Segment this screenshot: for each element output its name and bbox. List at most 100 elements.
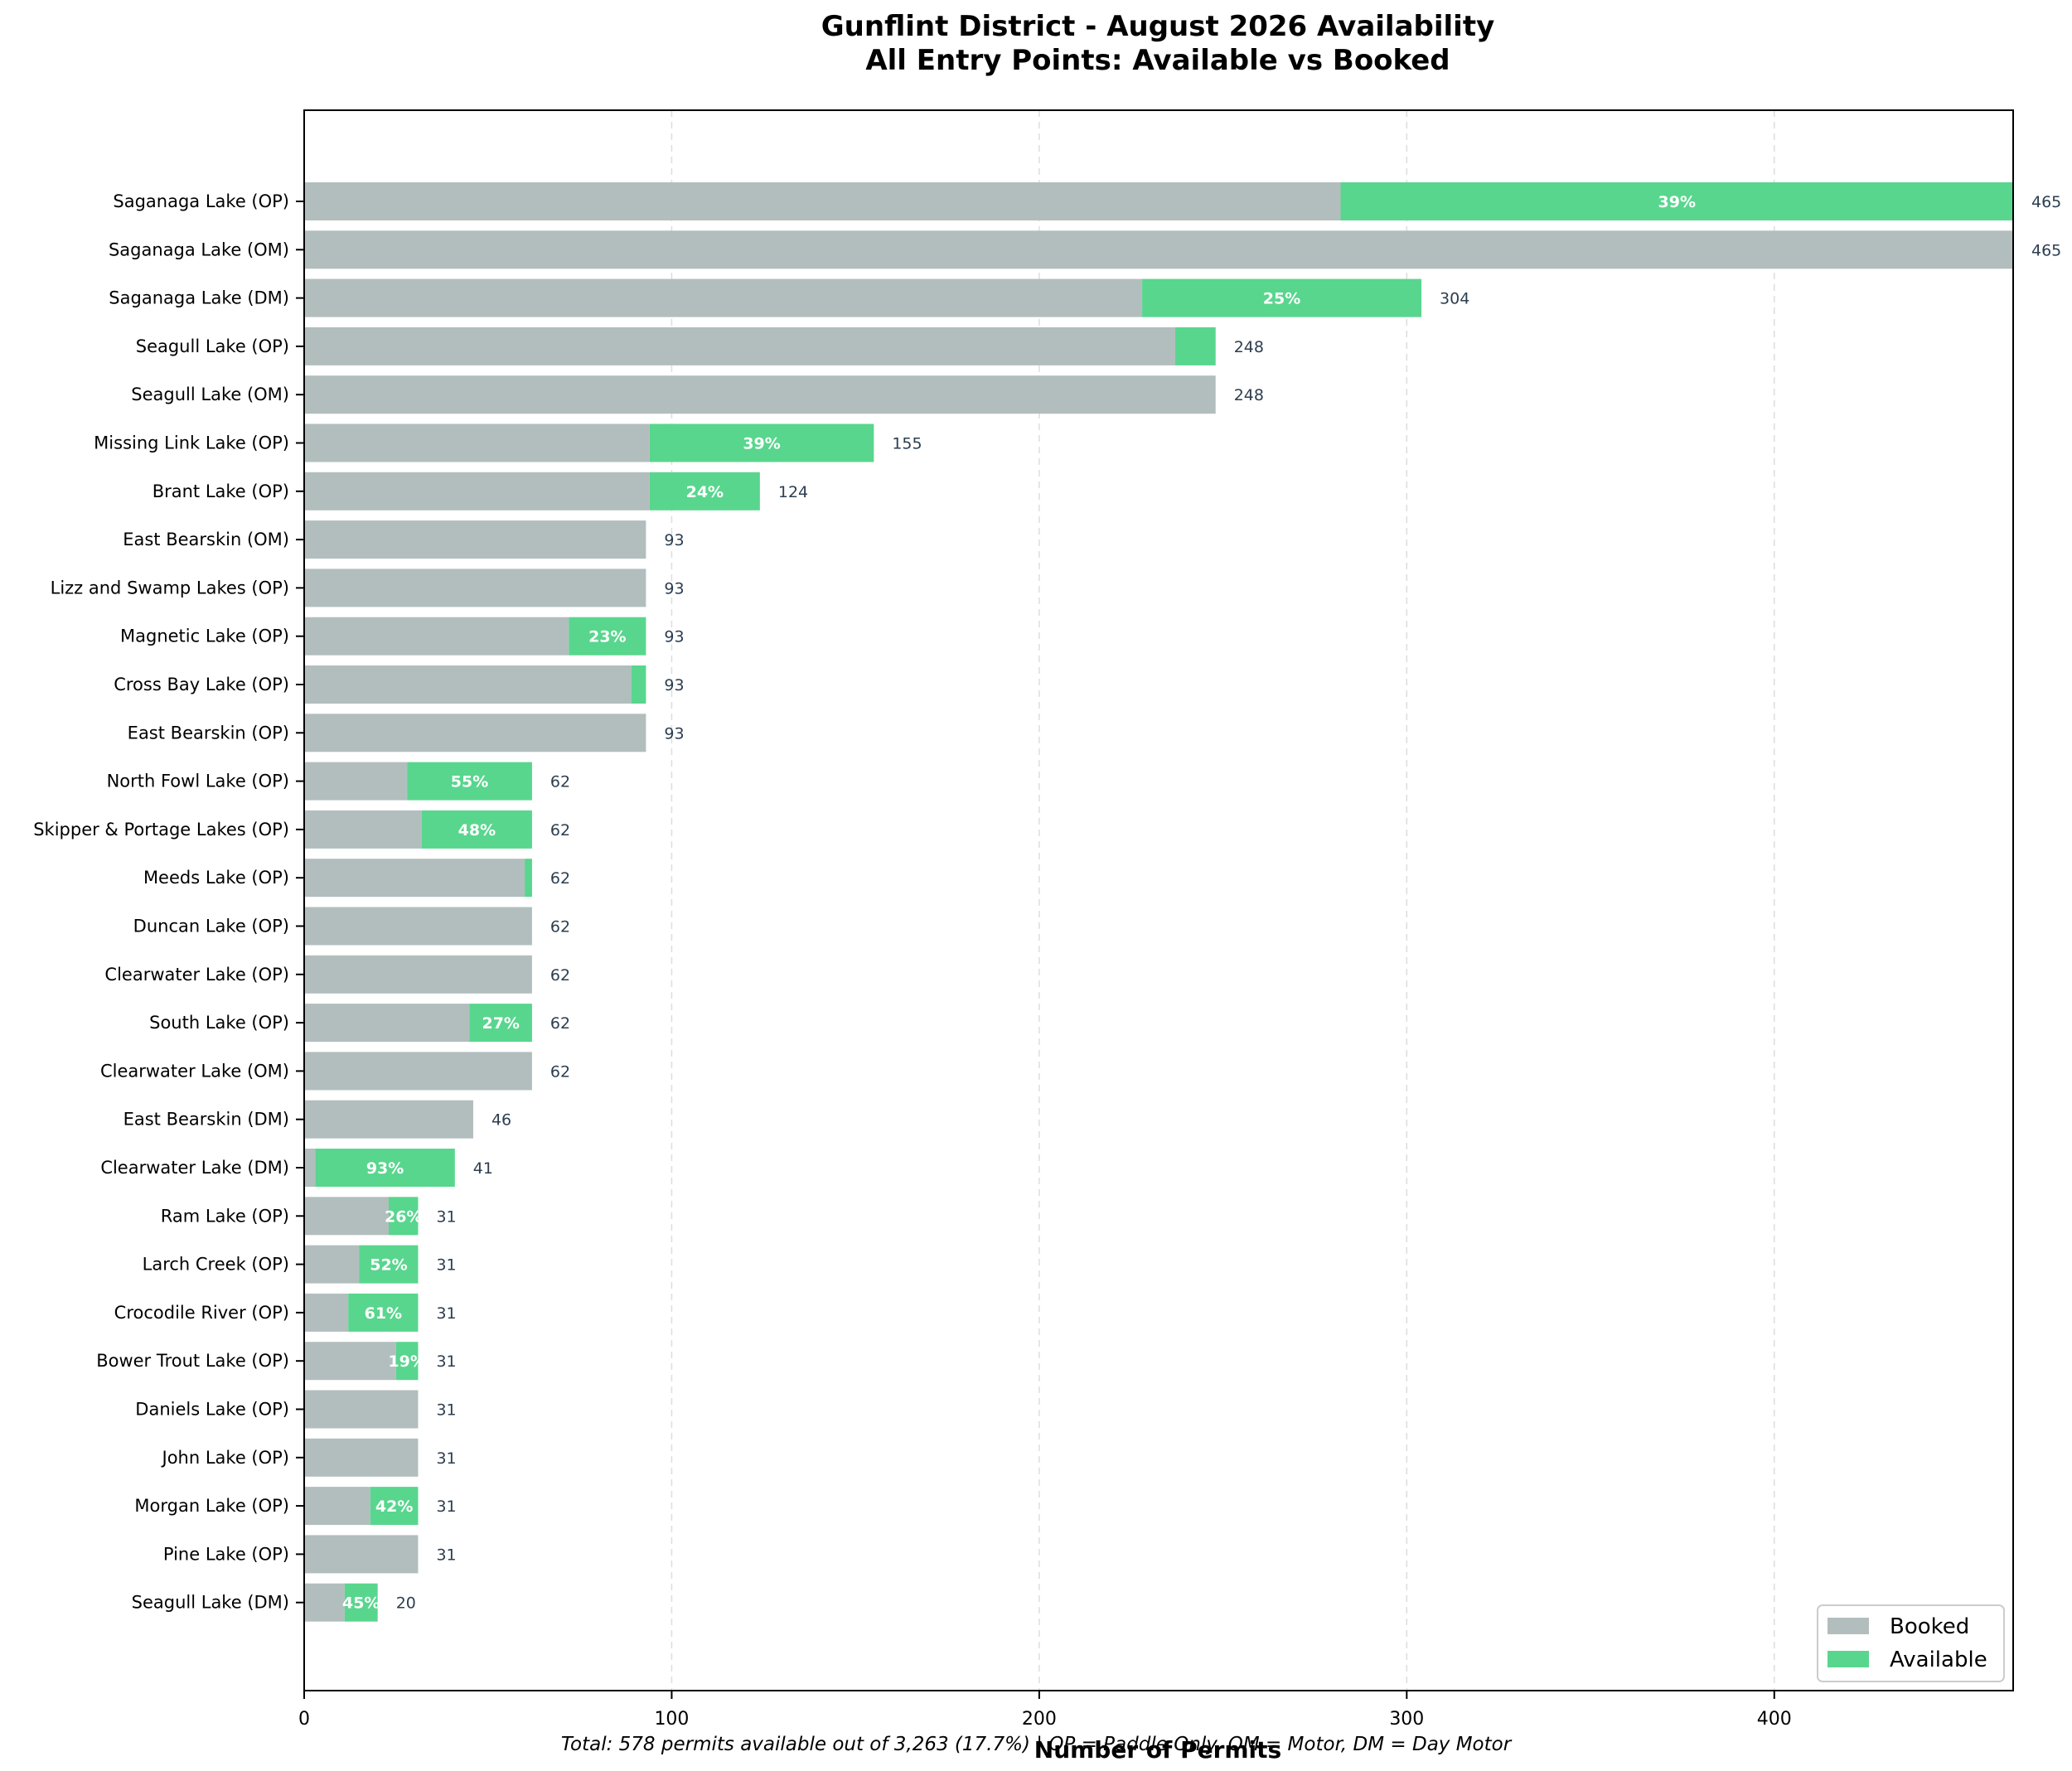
bar-booked	[304, 810, 422, 849]
bar-booked	[304, 1390, 419, 1429]
category-label: Skipper & Portage Lakes (OP)	[33, 820, 289, 840]
bar-booked	[304, 1583, 345, 1622]
category-label: Crocodile River (OP)	[114, 1303, 289, 1323]
available-percent-label: 26%	[385, 1207, 422, 1226]
available-percent-label: 52%	[370, 1256, 407, 1275]
bar-total-label: 304	[1440, 290, 1469, 308]
bar-booked	[304, 762, 408, 801]
x-tick-label: 200	[1022, 1709, 1057, 1730]
bar-booked	[304, 1293, 349, 1332]
bar-available	[525, 859, 532, 898]
bar-total-label: 31	[436, 1449, 456, 1468]
bar-booked	[304, 907, 532, 946]
category-label: John Lake (OP)	[161, 1448, 290, 1468]
category-label: Saganaga Lake (OM)	[109, 240, 289, 259]
available-percent-label: 39%	[1658, 193, 1696, 211]
bar-total-label: 465	[2031, 241, 2061, 259]
bar-total-label: 20	[396, 1594, 416, 1613]
bars-group: 39% 465 465 25% 304 248 248 39% 155 24% 124 93 93 23%…	[304, 182, 2061, 1622]
category-label: Seagull Lake (DM)	[132, 1593, 289, 1613]
bar-total-label: 93	[664, 676, 684, 694]
bar-available	[315, 1149, 455, 1187]
bar-available	[344, 1583, 378, 1622]
bar-total-label: 248	[1234, 338, 1264, 356]
bar-total-label: 31	[436, 1401, 456, 1420]
bar-available	[421, 810, 532, 849]
bar-total-label: 93	[664, 531, 684, 549]
category-label: Ram Lake (OP)	[161, 1206, 289, 1226]
bar-booked	[304, 423, 650, 462]
bar-booked	[304, 665, 632, 704]
bar-booked	[304, 1052, 532, 1091]
x-tick-label: 400	[1757, 1709, 1792, 1730]
bar-total-label: 31	[436, 1304, 456, 1323]
chart-title: Gunflint District - August 2026 Availabi…	[821, 10, 1494, 43]
plot-area-frame	[303, 109, 2014, 1691]
category-label: Clearwater Lake (DM)	[100, 1158, 289, 1178]
bar-available	[370, 1487, 419, 1526]
legend-swatch-available	[1828, 1651, 1869, 1667]
bar-available	[348, 1293, 419, 1332]
bar-total-label: 62	[550, 918, 570, 936]
bar-booked	[304, 1100, 473, 1139]
bar-total-label: 155	[892, 435, 922, 453]
legend-swatch-booked	[1828, 1618, 1869, 1634]
bar-available	[631, 665, 646, 704]
category-label: Duncan Lake (OP)	[133, 917, 289, 936]
bar-booked	[304, 859, 525, 898]
category-label: Seagull Lake (OP)	[136, 336, 289, 356]
bar-total-label: 93	[664, 628, 684, 646]
bar-total-label: 31	[436, 1256, 456, 1275]
bar-total-label: 46	[491, 1111, 511, 1130]
category-label: South Lake (OP)	[149, 1013, 289, 1033]
bar-booked	[304, 714, 646, 752]
bar-total-label: 31	[436, 1546, 456, 1564]
bar-booked	[304, 1438, 419, 1477]
bar-booked	[304, 955, 532, 994]
bar-booked	[304, 375, 1216, 414]
bar-available	[649, 472, 760, 510]
category-label: Bower Trout Lake (OP)	[96, 1351, 289, 1371]
available-percent-label: 42%	[375, 1498, 413, 1516]
available-percent-label: 48%	[458, 821, 496, 840]
category-label: Seagull Lake (OM)	[131, 385, 289, 404]
bar-booked	[304, 1149, 316, 1187]
bar-booked	[304, 520, 646, 559]
bar-total-label: 31	[436, 1498, 456, 1516]
available-percent-label: 24%	[686, 483, 724, 501]
category-label: East Bearskin (OP)	[128, 723, 289, 743]
bar-total-label: 62	[550, 1014, 570, 1033]
category-label: Daniels Lake (OP)	[135, 1400, 289, 1420]
bar-available	[569, 617, 646, 656]
available-percent-label: 45%	[342, 1594, 380, 1613]
available-percent-label: 39%	[743, 435, 780, 453]
category-label: Pine Lake (OP)	[163, 1544, 289, 1564]
bar-booked	[304, 182, 1341, 220]
bar-available	[1174, 327, 1216, 365]
category-label: Clearwater Lake (OP)	[104, 965, 289, 985]
category-label: North Fowl Lake (OP)	[107, 772, 289, 791]
bar-booked	[304, 1487, 370, 1526]
bar-available	[407, 762, 532, 801]
bar-total-label: 31	[436, 1352, 456, 1371]
bar-booked	[304, 472, 650, 510]
bar-available	[1142, 278, 1422, 317]
bar-total-label: 62	[550, 869, 570, 888]
available-percent-label: 93%	[366, 1159, 404, 1178]
category-label: Cross Bay Lake (OP)	[114, 675, 289, 694]
bar-total-label: 465	[2031, 193, 2061, 211]
bar-total-label: 62	[550, 1062, 570, 1081]
x-gridlines	[670, 110, 1775, 1691]
category-label: East Bearskin (DM)	[123, 1110, 289, 1130]
available-percent-label: 23%	[588, 628, 626, 646]
bar-total-label: 62	[550, 773, 570, 791]
category-label: Morgan Lake (OP)	[134, 1496, 289, 1516]
bar-booked	[304, 327, 1175, 365]
category-label: Saganaga Lake (DM)	[109, 288, 289, 308]
available-percent-label: 19%	[388, 1352, 425, 1371]
category-label: Lizz and Swamp Lakes (OP)	[51, 578, 289, 598]
bar-total-label: 62	[550, 966, 570, 985]
category-labels: Saganaga Lake (OP) Saganaga Lake (OM) Saga…	[33, 191, 304, 1613]
category-label: Clearwater Lake (OM)	[100, 1061, 289, 1081]
bar-booked	[304, 230, 2013, 269]
